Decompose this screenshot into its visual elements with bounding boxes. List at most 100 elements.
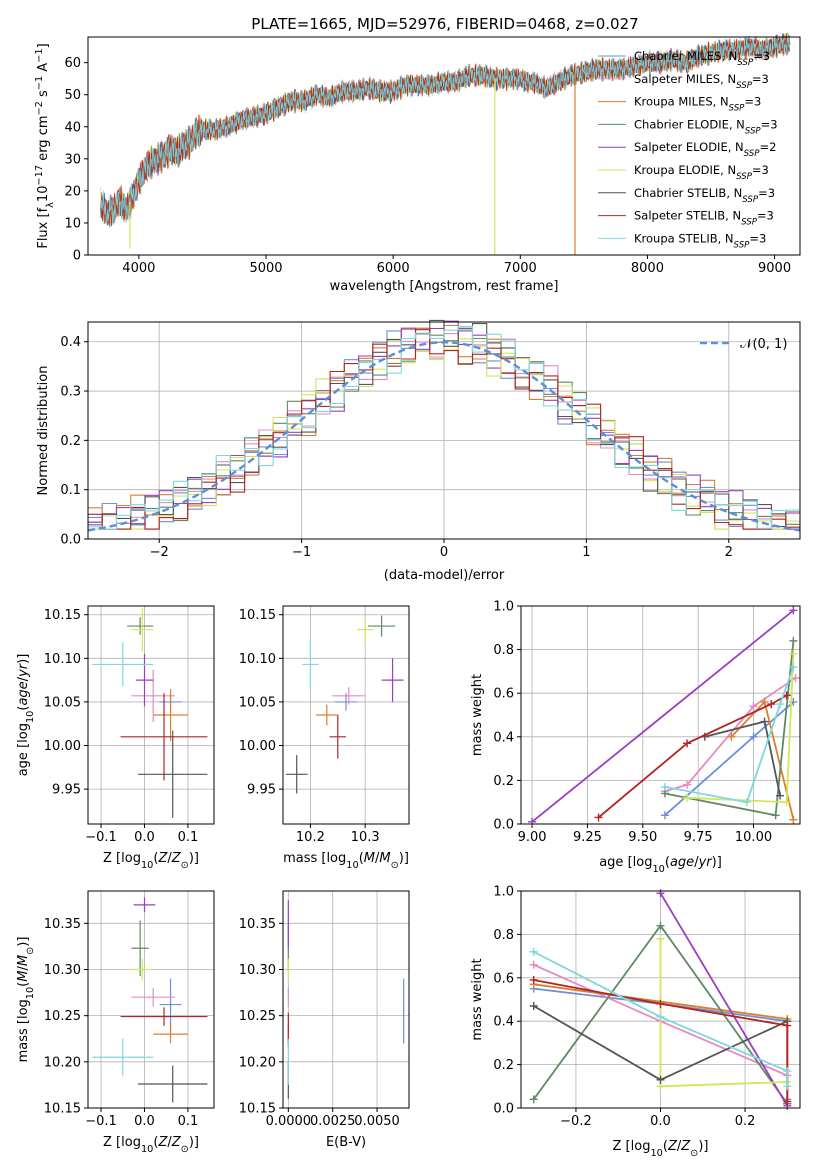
x-tick-label: 6000	[377, 261, 410, 276]
y-tick-label: 0.0	[60, 533, 81, 548]
y-tick-label: 0.6	[493, 971, 514, 986]
weight-vs-age-panel-xlabel: age [log10(age/yr)]	[599, 855, 722, 875]
y-tick-label: 50	[64, 88, 81, 103]
weight-marker	[771, 811, 780, 820]
y-tick-label: 10.20	[239, 1055, 276, 1070]
weight-vs-z-panel: −0.2 0.0 0.2 0.0 0.2 0.4 0.6 0.8 1.0 Z [log10(Z/Z…	[470, 885, 801, 1159]
y-tick-label: 0.0	[493, 818, 514, 833]
age-vs-z-panel-xlabel: Z [log10(Z/Z⊙)]	[103, 851, 199, 871]
weight-marker	[529, 960, 538, 969]
x-tick-label: 4000	[122, 261, 155, 276]
spectrum-line-9	[100, 35, 791, 226]
weight-vs-z-panel-ylabel: mass weight	[470, 958, 485, 1040]
y-tick-label: 20	[64, 184, 81, 199]
spectrum-line-8	[100, 32, 790, 227]
legend-label-8: Salpeter STELIB, NSSP=3	[634, 209, 774, 228]
weight-marker	[594, 813, 603, 822]
mass-vs-z-panel-ylabel: mass [log10(M/M⊙)]	[16, 937, 36, 1063]
weight-marker	[529, 1095, 538, 1104]
x-tick-label: 10.00	[735, 830, 772, 845]
y-tick-label: 10.25	[239, 1009, 276, 1024]
y-tick-label: 0	[73, 249, 81, 264]
weight-marker	[760, 697, 769, 706]
y-tick-label: 0.8	[493, 643, 514, 658]
legend-label-7: Chabrier STELIB, NSSP=3	[634, 186, 775, 205]
x-tick-label: 0.1	[178, 1114, 199, 1129]
weight-marker	[683, 793, 692, 802]
axes-frame	[87, 36, 801, 256]
weight-marker	[789, 649, 798, 658]
spectrum-legend: Chabrier MILES, NSSP=3 Salpeter MILES, NS…	[598, 49, 778, 250]
y-tick-label: 30	[64, 152, 81, 167]
x-tick-label: −0.2	[560, 1114, 592, 1129]
weight-vs-z-panel-xlabel: Z [log10(Z/Z⊙)]	[613, 1139, 709, 1159]
weight-line-8	[597, 694, 788, 819]
y-tick-label: 10.10	[44, 652, 81, 667]
y-tick-label: 0.2	[493, 774, 514, 789]
age-vs-mass-panel-xlabel: mass [log10(M/M⊙)]	[283, 851, 409, 871]
y-tick-label: 0.8	[493, 928, 514, 943]
histogram-step-9	[88, 325, 800, 530]
y-tick-label: 9.95	[247, 783, 276, 798]
plots-root: 4000 5000 6000 7000 8000 90000102030405060wav…	[16, 32, 801, 1159]
axes-frame	[520, 890, 801, 1109]
y-tick-label: 10.10	[239, 652, 276, 667]
weight-marker	[529, 1002, 538, 1011]
x-tick-label: −1	[292, 545, 311, 560]
y-tick-label: 10.00	[44, 739, 81, 754]
x-tick-label: 0.0	[650, 1114, 671, 1129]
x-tick-label: 9.25	[573, 830, 602, 845]
y-tick-label: 10.15	[44, 608, 81, 623]
weight-line-2	[664, 677, 797, 793]
weight-vs-age-panel-ylabel: mass weight	[470, 674, 485, 756]
y-tick-label: 60	[64, 56, 81, 71]
spectrum-panel: 4000 5000 6000 7000 8000 9000 0 10 20 30 40 50 60 wav…	[34, 32, 801, 294]
weight-marker	[683, 739, 692, 748]
residual-panel: −2 −1 0 1 2 0.0 0.1 0.2 0.3 0.4 𝒩(0, 1) (data-model…	[36, 319, 801, 583]
weight-line-9	[533, 950, 789, 1087]
x-tick-label: 9.75	[684, 830, 713, 845]
x-tick-label: 10.3	[351, 830, 380, 845]
weight-marker	[776, 700, 785, 709]
axes-frame	[282, 890, 410, 1109]
x-tick-label: 7000	[504, 261, 537, 276]
y-tick-label: 0.6	[493, 687, 514, 702]
mass-vs-z-panel-xlabel: Z [log10(Z/Z⊙)]	[103, 1135, 199, 1155]
y-tick-label: 40	[64, 120, 81, 135]
y-tick-label: 0.4	[493, 730, 514, 745]
x-tick-label: 0.2	[735, 1114, 756, 1129]
y-tick-label: 10.25	[44, 1009, 81, 1024]
y-tick-label: 9.95	[52, 783, 81, 798]
y-tick-label: 10.30	[239, 963, 276, 978]
x-tick-label: 1	[582, 545, 590, 560]
y-tick-label: 0.2	[493, 1058, 514, 1073]
x-tick-label: 0	[440, 545, 448, 560]
weight-marker	[529, 975, 538, 984]
weight-marker	[656, 934, 665, 943]
weight-vs-age-panel: 9.00 9.25 9.50 9.75 10.00 0.0 0.2 0.4 0.6 0.8 1.0 a…	[470, 600, 801, 875]
age-vs-z-panel-ylabel: age [log10(age/yr)]	[16, 654, 36, 777]
y-tick-label: 0.2	[60, 434, 81, 449]
x-tick-label: 9.50	[628, 830, 657, 845]
weight-marker	[660, 782, 669, 791]
x-tick-label: 0.0000	[266, 1114, 312, 1129]
weight-line-5	[531, 609, 794, 823]
x-tick-label: 9.00	[518, 830, 547, 845]
legend-label-1: Chabrier MILES, NSSP=3	[634, 49, 770, 68]
y-tick-label: 10.15	[239, 1102, 276, 1117]
x-tick-label: 9000	[758, 261, 791, 276]
weight-marker	[656, 999, 665, 1008]
gaussian-curve	[87, 340, 801, 532]
x-tick-label: 10.2	[296, 830, 325, 845]
y-tick-label: 10.15	[44, 1102, 81, 1117]
histogram-step-4	[88, 334, 800, 530]
y-tick-label: 1.0	[493, 600, 514, 615]
legend-label-3: Kroupa MILES, NSSP=3	[634, 95, 761, 114]
weight-marker	[783, 1082, 792, 1091]
histogram-step-6	[88, 338, 800, 530]
weight-marker	[783, 1097, 792, 1106]
y-tick-label: 0.4	[493, 1015, 514, 1030]
weight-marker	[749, 732, 758, 741]
